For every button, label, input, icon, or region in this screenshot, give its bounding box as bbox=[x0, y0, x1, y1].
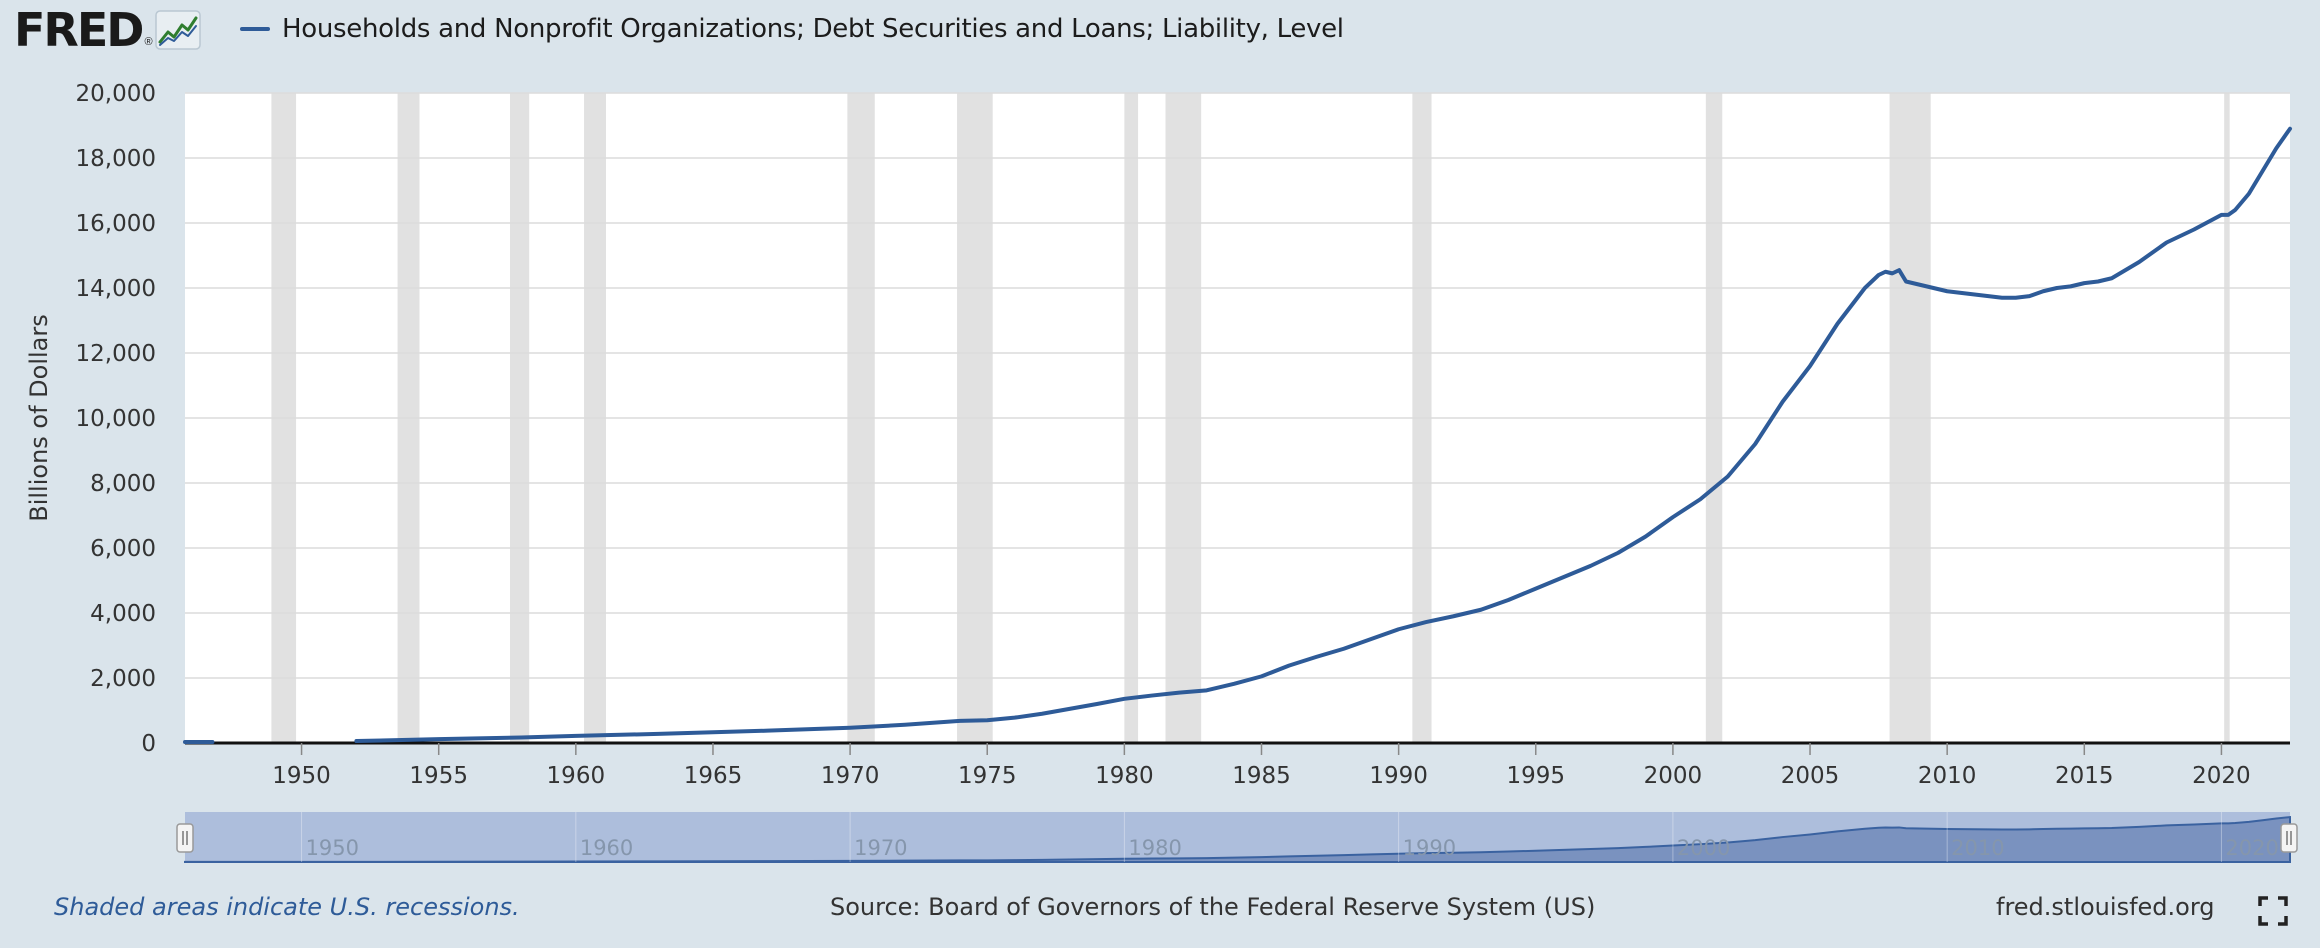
navigator-tick-label: 2010 bbox=[1951, 836, 2004, 860]
navigator-tick-label: 1970 bbox=[854, 836, 907, 860]
x-tick-label: 2015 bbox=[2055, 763, 2114, 789]
navigator-axis: 1950 1960 1970 1980 1990 2000 2010 2020 bbox=[301, 812, 2279, 862]
x-tick-label: 1990 bbox=[1369, 763, 1428, 789]
y-tick-label: 6,000 bbox=[90, 536, 156, 562]
y-tick-label: 20,000 bbox=[76, 81, 156, 107]
navigator-tick-label: 1950 bbox=[306, 836, 359, 860]
x-tick-label: 2020 bbox=[2192, 763, 2251, 789]
x-tick-label: 1995 bbox=[1506, 763, 1565, 789]
x-tick-label: 1950 bbox=[272, 763, 331, 789]
source-text: Source: Board of Governors of the Federa… bbox=[830, 893, 1596, 921]
range-navigator[interactable]: 1950 1960 1970 1980 1990 2000 2010 2020 bbox=[176, 812, 2298, 863]
y-tick-label: 8,000 bbox=[90, 471, 156, 497]
fred-logo-text: FRED bbox=[14, 3, 144, 57]
y-tick-label: 0 bbox=[141, 731, 156, 757]
x-tick-label: 1975 bbox=[958, 763, 1017, 789]
y-axis: 0 2,000 4,000 6,000 8,000 10,000 12,000 14,000 1… bbox=[76, 81, 156, 757]
navigator-right-handle[interactable] bbox=[2280, 823, 2298, 853]
x-tick-label: 2005 bbox=[1781, 763, 1840, 789]
y-tick-label: 10,000 bbox=[76, 406, 156, 432]
navigator-series bbox=[184, 816, 2291, 863]
navigator-tick-label: 1980 bbox=[1128, 836, 1181, 860]
line-chart-icon bbox=[154, 10, 201, 50]
x-axis: 1950 1955 1960 1965 1970 1975 1980 1985 1990 1995… bbox=[185, 741, 2290, 789]
y-tick-label: 2,000 bbox=[90, 666, 156, 692]
y-tick-label: 18,000 bbox=[76, 146, 156, 172]
y-tick-label: 4,000 bbox=[90, 601, 156, 627]
navigator-area bbox=[184, 816, 2291, 863]
x-tick-label: 2010 bbox=[1918, 763, 1977, 789]
x-tick-label: 2000 bbox=[1644, 763, 1703, 789]
x-tick-label: 1980 bbox=[1095, 763, 1154, 789]
x-tick-label: 1965 bbox=[684, 763, 743, 789]
y-tick-label: 14,000 bbox=[76, 276, 156, 302]
site-link[interactable]: fred.stlouisfed.org bbox=[1996, 893, 2215, 921]
x-tick-label: 1960 bbox=[547, 763, 606, 789]
series-line bbox=[354, 126, 2292, 744]
x-tick-label: 1955 bbox=[409, 763, 468, 789]
legend-line-swatch bbox=[240, 27, 270, 31]
navigator-tick-label: 1960 bbox=[580, 836, 633, 860]
navigator-left-handle[interactable] bbox=[176, 823, 194, 853]
navigator-tick-label: 2020 bbox=[2225, 836, 2278, 860]
y-tick-label: 16,000 bbox=[76, 211, 156, 237]
navigator-tick-label: 2000 bbox=[1677, 836, 1730, 860]
registered-mark: ® bbox=[144, 36, 153, 48]
y-axis-label: Billions of Dollars bbox=[25, 314, 53, 522]
x-tick-label: 1970 bbox=[821, 763, 880, 789]
series-layer bbox=[183, 126, 2292, 745]
fred-logo[interactable]: FRED ® bbox=[14, 4, 201, 56]
chart-legend[interactable]: Households and Nonprofit Organizations; … bbox=[240, 14, 1344, 44]
y-tick-label: 12,000 bbox=[76, 341, 156, 367]
chart-header: FRED ® Households and Nonprofit Organiza… bbox=[0, 0, 2320, 66]
recession-note: Shaded areas indicate U.S. recessions. bbox=[54, 893, 520, 921]
x-tick-label: 1985 bbox=[1232, 763, 1291, 789]
legend-series-label: Households and Nonprofit Organizations; … bbox=[282, 14, 1344, 44]
fullscreen-icon[interactable] bbox=[2258, 896, 2288, 926]
navigator-tick-label: 1990 bbox=[1403, 836, 1456, 860]
